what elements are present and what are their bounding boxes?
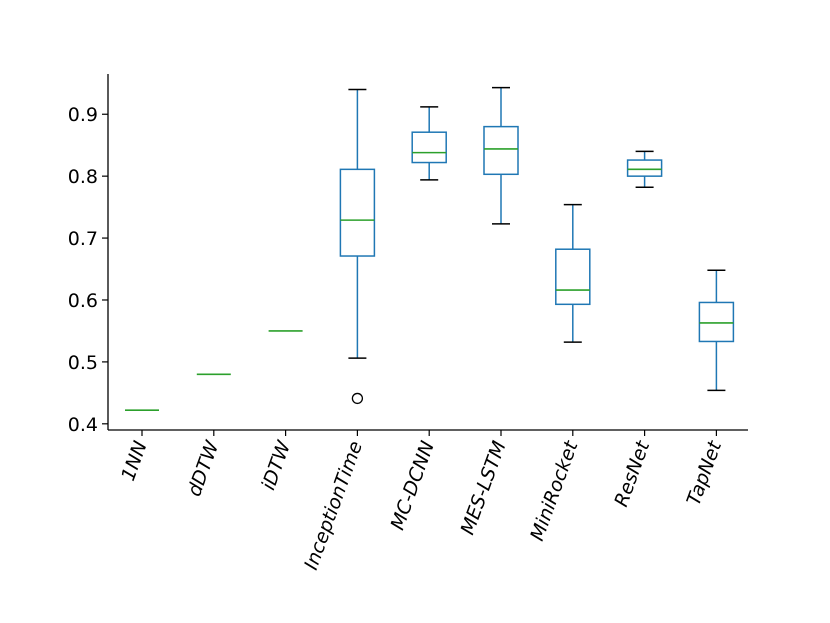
y-tick-label: 0.6 bbox=[68, 290, 98, 312]
x-tick-label: ResNet bbox=[610, 437, 655, 510]
box bbox=[698, 301, 735, 343]
box-group bbox=[411, 106, 447, 181]
y-tick-label: 0.5 bbox=[68, 352, 98, 374]
x-tick-label: 1NN bbox=[117, 438, 152, 484]
x-tick-label: dDTW bbox=[183, 437, 224, 499]
box bbox=[411, 131, 447, 164]
box-group bbox=[698, 269, 735, 392]
x-tick-label: TapNet bbox=[683, 437, 727, 509]
outlier-point bbox=[351, 392, 364, 405]
box-group bbox=[555, 203, 591, 343]
y-tick-label: 0.9 bbox=[68, 104, 98, 126]
box bbox=[339, 168, 376, 257]
x-axis: 1NN dDTW iDTW InceptionTime MC-DCNN MES-LSTM M… bbox=[108, 429, 748, 573]
y-tick-label: 0.8 bbox=[68, 166, 98, 188]
x-tick-label: MES-LSTM bbox=[457, 438, 511, 538]
box-group bbox=[483, 86, 519, 225]
x-tick-label: MiniRocket bbox=[526, 437, 583, 544]
x-tick-label: MC-DCNN bbox=[386, 438, 438, 533]
box bbox=[626, 159, 663, 177]
y-axis: 0.4 0.5 0.6 0.7 0.8 0.9 bbox=[68, 74, 109, 436]
plot-area bbox=[125, 86, 735, 411]
box-group bbox=[626, 150, 663, 189]
x-tick-label: InceptionTime bbox=[300, 438, 367, 573]
box-group bbox=[339, 88, 376, 405]
y-tick-label: 0.7 bbox=[68, 228, 98, 250]
box bbox=[483, 125, 519, 176]
x-tick-label: iDTW bbox=[257, 437, 295, 493]
y-tick-label: 0.4 bbox=[68, 414, 98, 436]
box bbox=[555, 248, 591, 306]
